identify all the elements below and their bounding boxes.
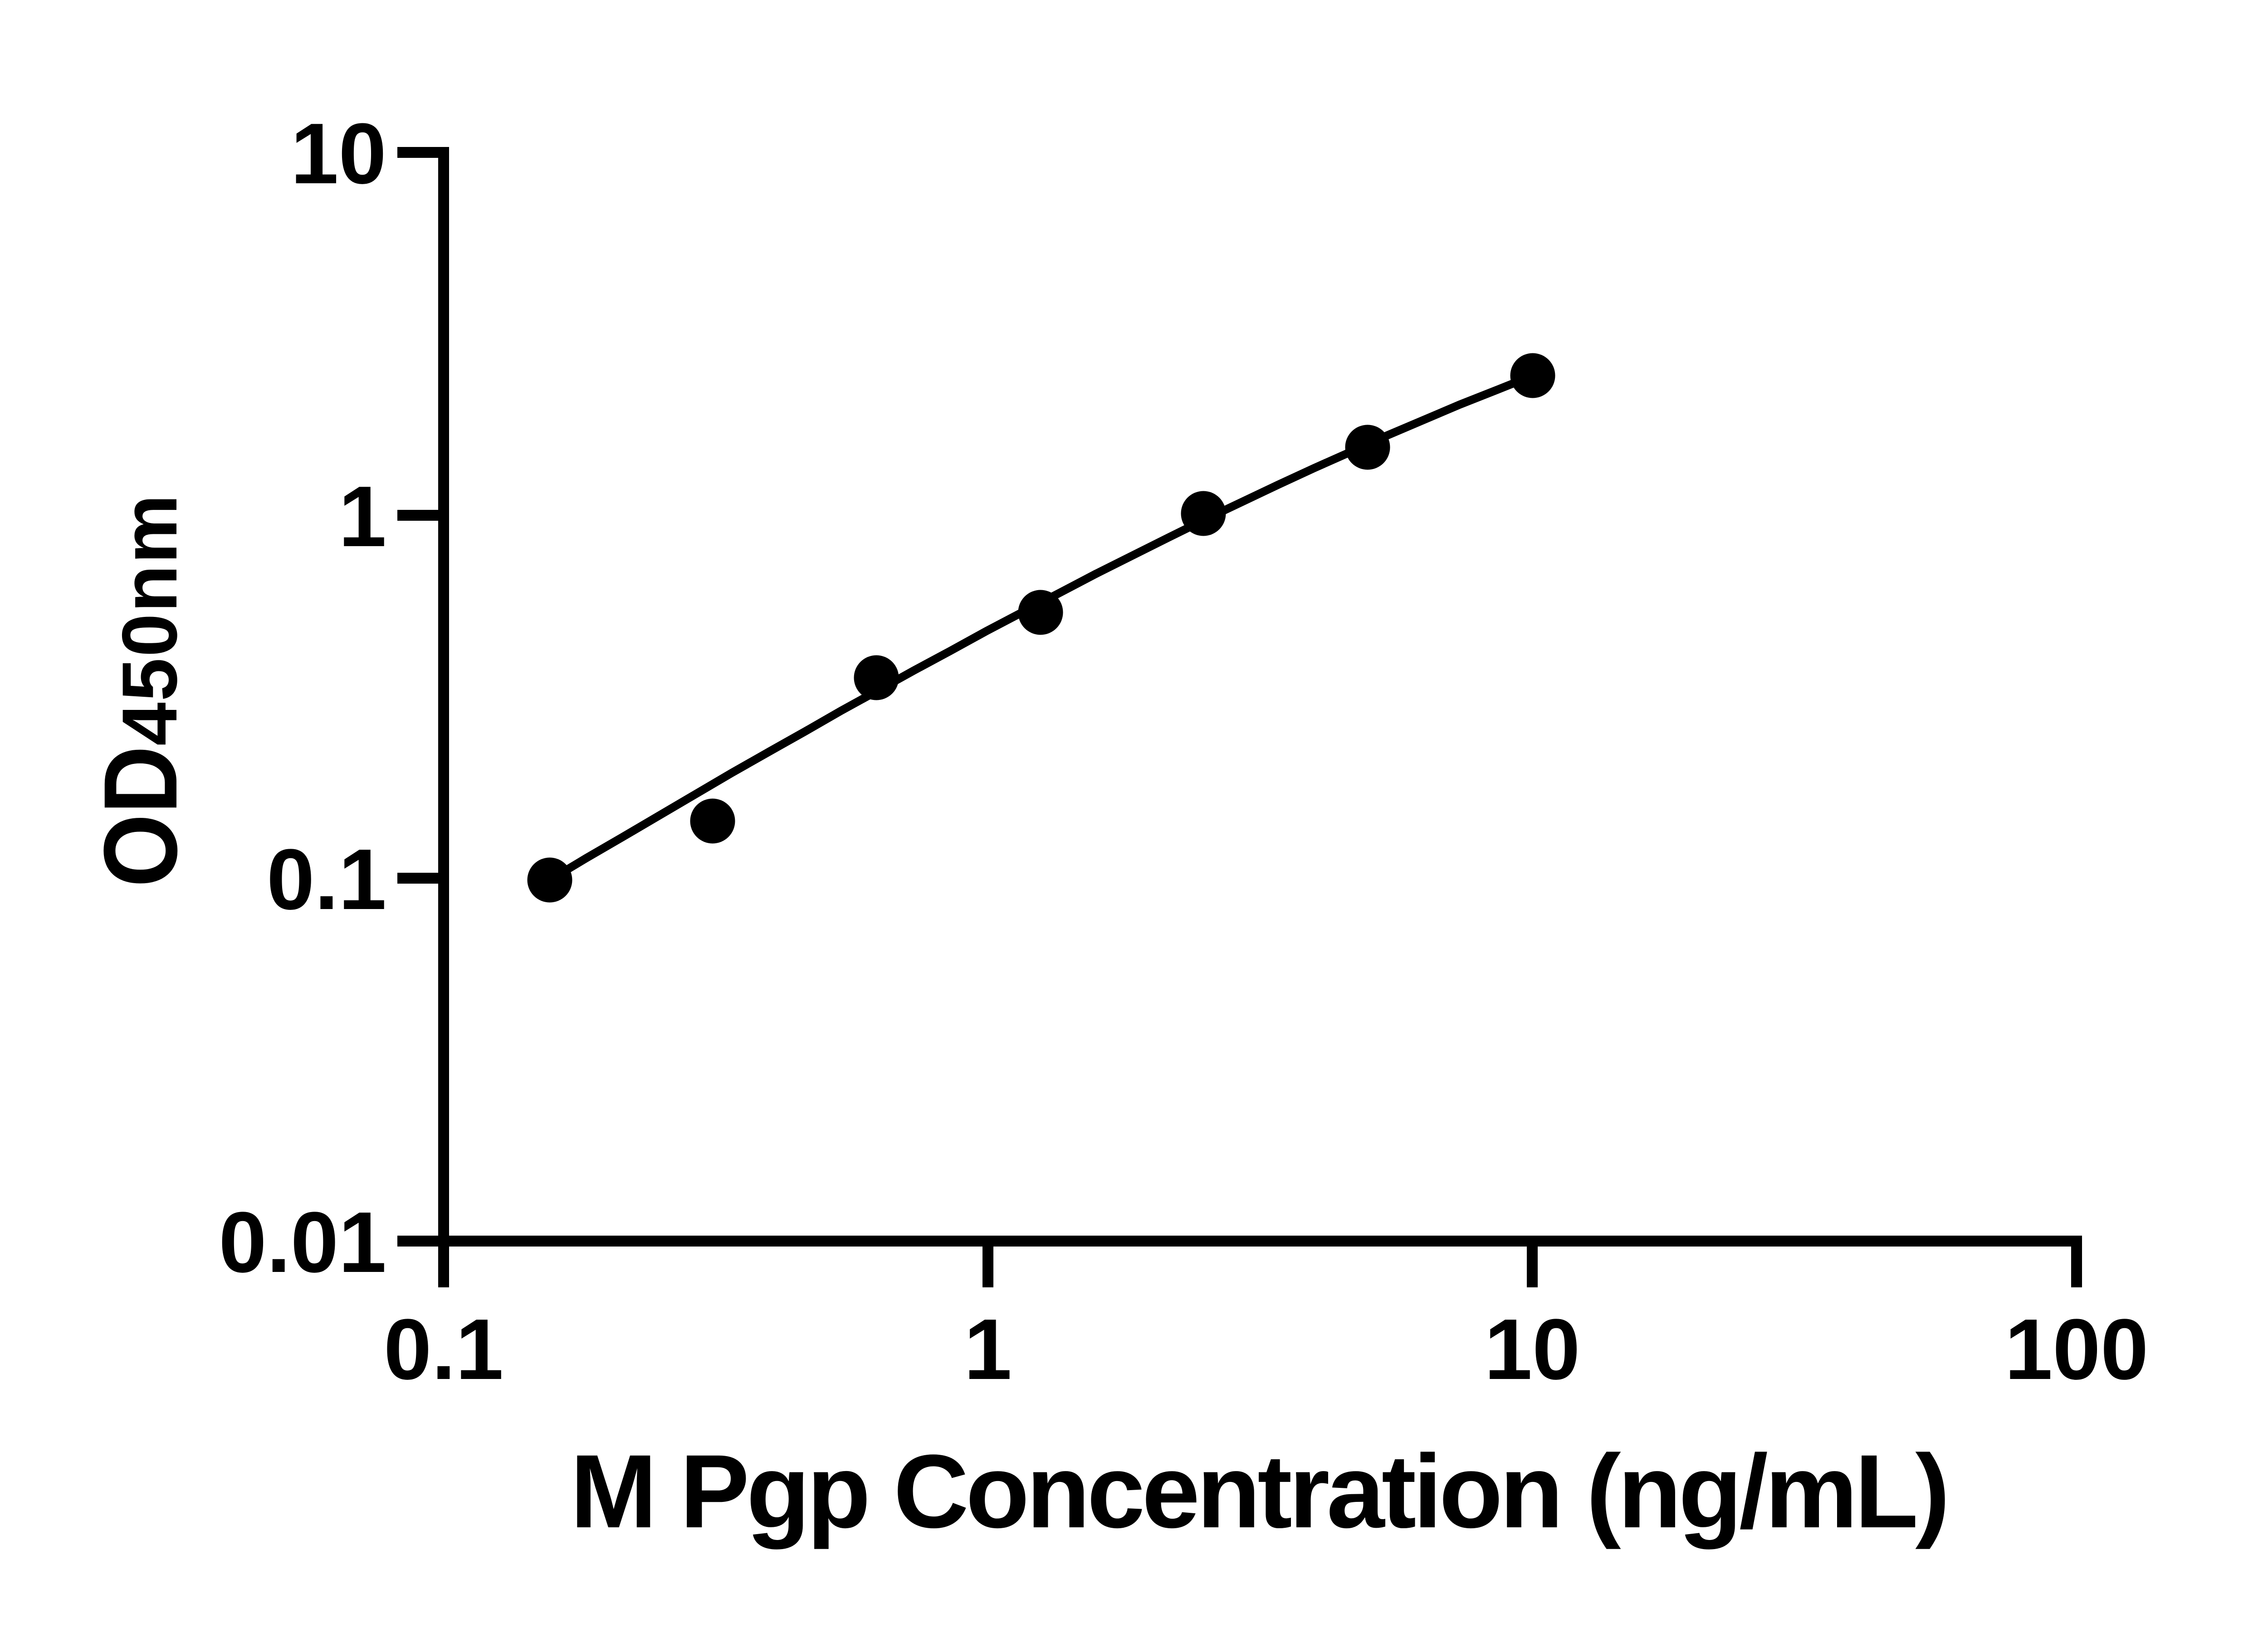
svg-text:OD450nm: OD450nm [82, 494, 199, 887]
svg-text:0.1: 0.1 [384, 1301, 503, 1398]
svg-text:0.01: 0.01 [219, 1194, 386, 1291]
svg-text:1: 1 [964, 1301, 1012, 1398]
svg-text:1: 1 [338, 469, 386, 565]
svg-text:M Pgp Concentration (ng/mL): M Pgp Concentration (ng/mL) [570, 1433, 1950, 1550]
svg-text:0.1: 0.1 [267, 831, 386, 928]
svg-text:10: 10 [291, 106, 386, 202]
svg-text:100: 100 [2004, 1301, 2148, 1398]
svg-text:10: 10 [1484, 1301, 1580, 1398]
